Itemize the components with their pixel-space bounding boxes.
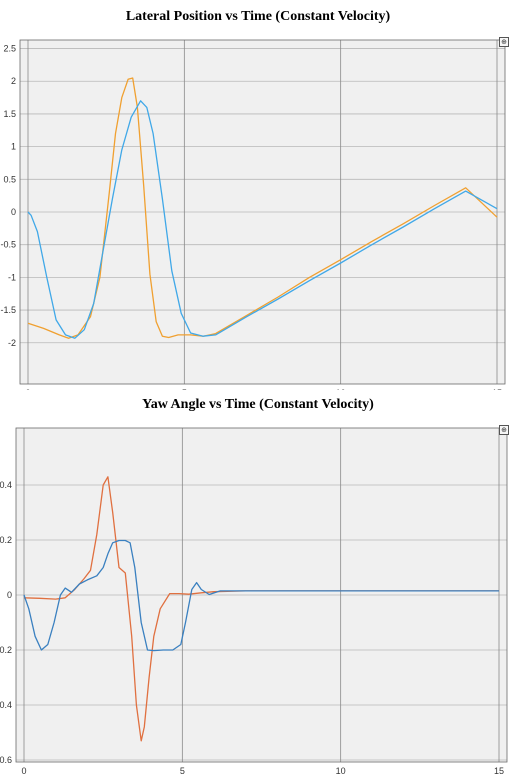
x-tick-label: 5 — [182, 388, 187, 390]
yaw-angle-plot: 0.4 0.2 0 0.2 0.4 0.6 0 5 10 15 — [0, 427, 508, 776]
y-tick-label: 0.5 — [3, 174, 16, 184]
y-tick-label: 0 — [7, 590, 12, 600]
x-tick-label: 0 — [25, 388, 30, 390]
lateral-position-plot: 2.5 2 1.5 1 0.5 0 -0.5 -1 -1.5 -2 0 5 10 15 — [0, 39, 506, 390]
plot-frame — [19, 39, 506, 385]
y-tick-label: 0.6 — [0, 755, 12, 765]
y-tick-label: 0.4 — [0, 480, 12, 490]
y-tick-label: -0.5 — [0, 240, 16, 250]
y-tick-label: 0 — [11, 207, 16, 217]
expand-icon[interactable]: ⊕ — [499, 425, 509, 435]
x-tick-label: 0 — [21, 766, 26, 776]
y-tick-label: -1.5 — [0, 305, 16, 315]
y-tick-label: 1.5 — [3, 109, 16, 119]
chart-title-lateral-position: Lateral Position vs Time (Constant Veloc… — [125, 9, 391, 24]
y-tick-label: -2 — [8, 338, 16, 348]
chart-title-yaw-angle: Yaw Angle vs Time (Constant Velocity) — [142, 397, 374, 412]
y-tick-label: 2.5 — [3, 44, 16, 54]
series-line-1 — [23, 539, 499, 652]
series-line-1 — [27, 100, 498, 339]
x-tick-label: 10 — [336, 766, 346, 776]
y-tick-label: 0.4 — [0, 700, 12, 710]
series-line-0 — [27, 77, 498, 339]
x-tick-label: 15 — [494, 766, 504, 776]
x-tick-label: 15 — [492, 388, 502, 390]
plot-frame — [15, 427, 508, 763]
expand-icon[interactable]: ⊕ — [499, 37, 509, 47]
y-tick-label: 0.2 — [0, 645, 12, 655]
y-tick-label: -1 — [8, 272, 16, 282]
y-tick-label: 1 — [11, 142, 16, 152]
x-tick-label: 5 — [180, 766, 185, 776]
y-tick-label: 2 — [11, 76, 16, 86]
y-tick-label: 0.2 — [0, 535, 12, 545]
x-tick-label: 10 — [336, 388, 346, 390]
